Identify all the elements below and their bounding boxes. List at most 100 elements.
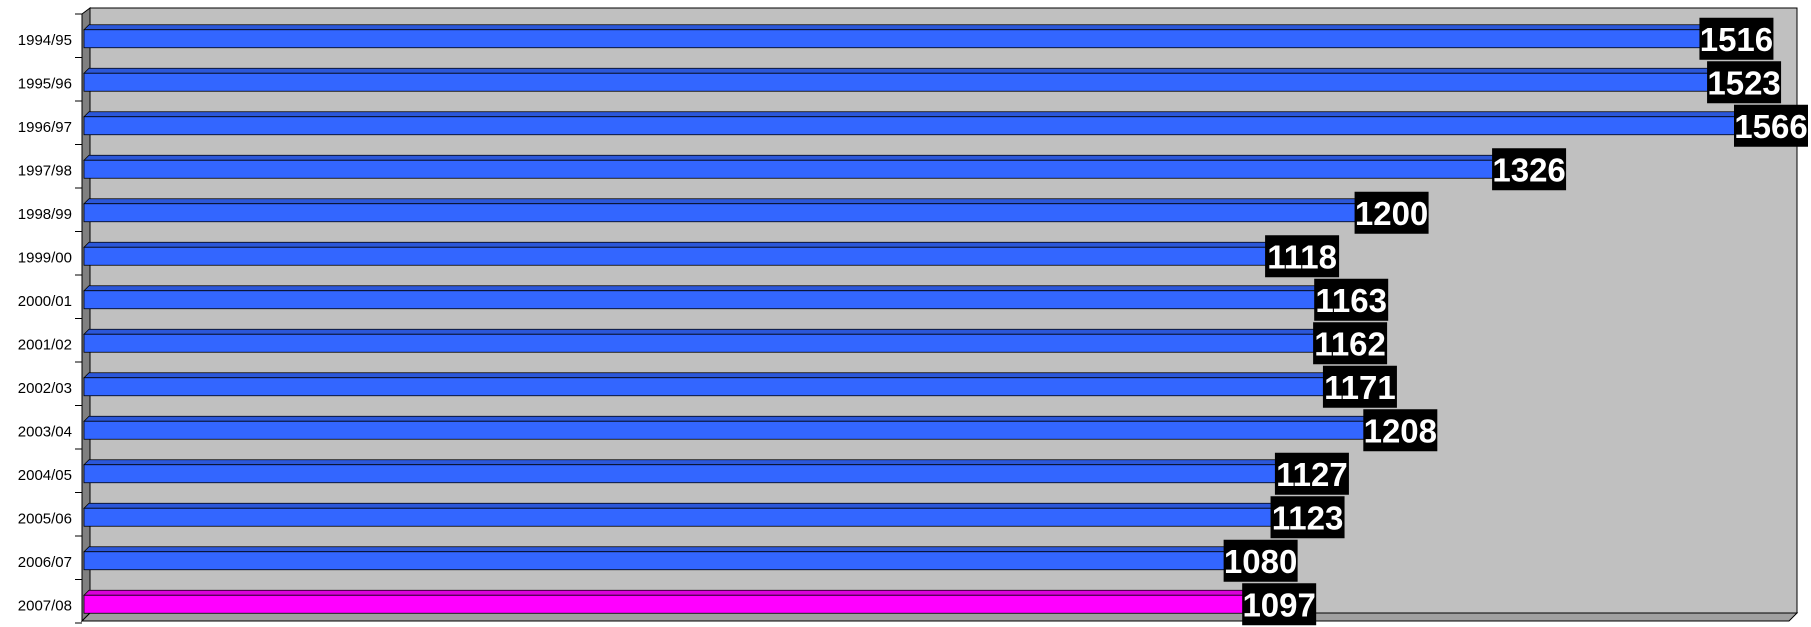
bar-top (83, 24, 1745, 31)
bar-top (83, 328, 1359, 335)
bar-top (83, 198, 1400, 205)
category-label: 1996/97 (18, 119, 72, 136)
bar-top (83, 372, 1368, 379)
bar-face (83, 420, 1403, 440)
data-label-box (1274, 452, 1349, 495)
bar-face (83, 246, 1305, 266)
bar (83, 545, 1269, 571)
bar (83, 197, 1400, 223)
data-label-text: 1200 (1355, 195, 1428, 232)
data-label-box (1354, 191, 1429, 234)
plot-floor (80, 612, 1799, 622)
data-label-text: 1097 (1242, 586, 1315, 623)
data-label-box (1314, 278, 1389, 321)
category-label: 2007/08 (18, 597, 72, 614)
bar (83, 589, 1288, 615)
data-label-text: 1163 (1315, 282, 1387, 319)
bar-face (83, 29, 1739, 49)
bar-face (83, 203, 1394, 223)
category-label: 2002/03 (18, 380, 72, 397)
data-label: 1123 (1270, 496, 1345, 539)
data-label: 1127 (1274, 452, 1349, 495)
category-label: 1994/95 (18, 32, 72, 49)
bar-face (83, 377, 1363, 397)
data-label: 1208 (1363, 409, 1438, 452)
bar-top (83, 415, 1409, 422)
data-label-text: 1326 (1492, 151, 1565, 188)
bar-face (83, 551, 1264, 571)
data-label-text: 1123 (1272, 499, 1344, 536)
plot-side-wall (81, 7, 91, 623)
bar (83, 284, 1360, 310)
category-label: 2005/06 (18, 510, 72, 527)
bar-top (83, 111, 1799, 118)
data-label-text: 1127 (1276, 456, 1348, 493)
bar (83, 241, 1311, 267)
data-label-text: 1162 (1314, 325, 1386, 362)
data-label-box (1313, 322, 1388, 365)
bars (83, 23, 1799, 615)
data-label-text: 1171 (1324, 369, 1396, 406)
category-label: 2006/07 (18, 554, 72, 571)
bar-top (83, 154, 1538, 161)
bar-top (83, 589, 1288, 596)
category-ticks (75, 13, 82, 624)
data-label: 1523 (1707, 61, 1782, 104)
category-label: 2001/02 (18, 336, 72, 353)
data-label-box (1699, 17, 1774, 60)
data-label: 1516 (1699, 17, 1774, 60)
bar-top (83, 285, 1360, 292)
bar-face (83, 594, 1282, 614)
bar (83, 67, 1753, 93)
data-label: 1326 (1492, 148, 1567, 191)
data-label: 1163 (1314, 278, 1389, 321)
bar-top (83, 546, 1269, 553)
bar (83, 154, 1538, 180)
bar (83, 502, 1316, 528)
bar-face (83, 464, 1315, 484)
category-labels: 1994/95 1995/96 1996/97 1997/98 1998/99 1999/… (18, 32, 72, 615)
data-label-text: 1080 (1224, 543, 1297, 580)
data-label-box (1270, 496, 1345, 539)
category-label: 1998/99 (18, 206, 72, 223)
plot-frame (80, 7, 1799, 623)
bar-face (83, 159, 1532, 179)
bar-top (83, 241, 1311, 248)
data-label-text: 1208 (1364, 412, 1437, 449)
category-label: 2003/04 (18, 423, 72, 440)
data-label: 1171 (1322, 365, 1397, 408)
bar-face (83, 507, 1310, 527)
data-label: 1162 (1313, 322, 1388, 365)
data-label: 1080 (1223, 539, 1298, 582)
data-label-text: 1523 (1707, 64, 1780, 101)
data-label-box (1265, 235, 1340, 278)
category-label: 1999/00 (18, 249, 72, 266)
data-label: 1566 (1734, 104, 1808, 147)
data-label-text: 1118 (1267, 238, 1337, 275)
bar-top (83, 67, 1753, 74)
category-label: 2004/05 (18, 467, 72, 484)
bar-top (83, 502, 1316, 509)
data-label: 1118 (1265, 235, 1340, 278)
data-label-text: 1566 (1734, 108, 1807, 145)
bar (83, 110, 1799, 136)
data-label: 1097 (1242, 583, 1317, 626)
data-label: 1200 (1354, 191, 1429, 234)
category-label: 1997/98 (18, 162, 72, 179)
data-label-box (1242, 583, 1317, 626)
data-labels: 1516 1523 1566 1326 1200 1118 1163 1162 1171 1208… (1223, 17, 1808, 626)
bar (83, 328, 1359, 354)
data-label-box (1322, 365, 1397, 408)
category-label: 1995/96 (18, 75, 72, 92)
bar-top (83, 459, 1320, 466)
bar (83, 371, 1368, 397)
bar-face (83, 290, 1354, 310)
data-label-box (1707, 61, 1782, 104)
data-label-box (1363, 409, 1438, 452)
data-label-text: 1516 (1700, 21, 1773, 58)
data-label-box (1223, 539, 1298, 582)
bar (83, 415, 1409, 441)
bar (83, 23, 1745, 49)
data-label-box (1734, 104, 1808, 147)
